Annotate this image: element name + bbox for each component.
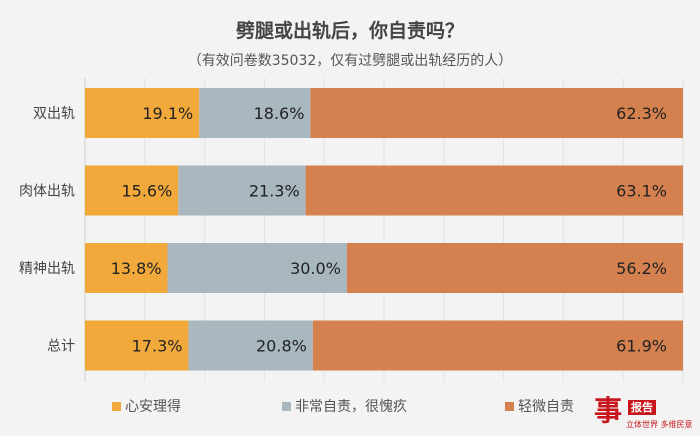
data-label: 13.8% bbox=[111, 259, 162, 278]
data-label: 17.3% bbox=[132, 337, 183, 356]
bar-segment bbox=[305, 165, 683, 216]
data-label: 62.3% bbox=[616, 104, 667, 123]
bar-segment bbox=[312, 320, 683, 371]
bar-segment bbox=[178, 165, 306, 216]
category-label: 双出轨 bbox=[33, 106, 75, 122]
bar-segment bbox=[167, 243, 347, 293]
logo-glyph: 事 bbox=[594, 394, 623, 427]
data-label: 61.9% bbox=[616, 337, 667, 356]
legend-item-2: 轻微自责 bbox=[505, 396, 574, 416]
legend-item-1: 非常自责，很愧疚 bbox=[282, 396, 407, 416]
data-label: 19.1% bbox=[142, 104, 193, 123]
bar-segment bbox=[199, 88, 311, 138]
legend-label: 轻微自责 bbox=[518, 399, 574, 415]
category-label: 肉体出轨 bbox=[19, 184, 75, 200]
data-label: 20.8% bbox=[256, 337, 307, 356]
bar-segment bbox=[85, 88, 200, 138]
category-label: 精神出轨 bbox=[19, 261, 75, 277]
legend-item-0: 心安理得 bbox=[112, 396, 181, 416]
category-label: 总计 bbox=[47, 339, 75, 355]
legend-swatch bbox=[282, 401, 291, 411]
bar-segment bbox=[85, 165, 179, 216]
chart-title: 劈腿或出轨后，你自责吗？ bbox=[235, 20, 464, 42]
data-label: 30.0% bbox=[290, 259, 341, 278]
bar-segment bbox=[85, 243, 168, 293]
bar-segment bbox=[188, 320, 313, 371]
logo-badge: 报告 bbox=[628, 400, 656, 415]
legend-label: 非常自责，很愧疚 bbox=[295, 399, 407, 415]
legend-swatch bbox=[112, 401, 121, 411]
legend-swatch bbox=[505, 401, 514, 411]
bar-segment bbox=[346, 243, 683, 293]
data-label: 63.1% bbox=[616, 182, 667, 201]
data-label: 56.2% bbox=[616, 259, 667, 278]
data-label: 21.3% bbox=[249, 182, 300, 201]
data-label: 18.6% bbox=[254, 104, 305, 123]
legend-label: 心安理得 bbox=[125, 399, 181, 415]
bar-segment bbox=[85, 320, 189, 371]
chart-subtitle: （有效问卷数35032，仅有过劈腿或出轨经历的人） bbox=[187, 53, 513, 69]
data-label: 15.6% bbox=[121, 182, 172, 201]
logo-tagline: 立体世界 多维民意 bbox=[626, 420, 693, 429]
bar-segment bbox=[310, 88, 683, 138]
